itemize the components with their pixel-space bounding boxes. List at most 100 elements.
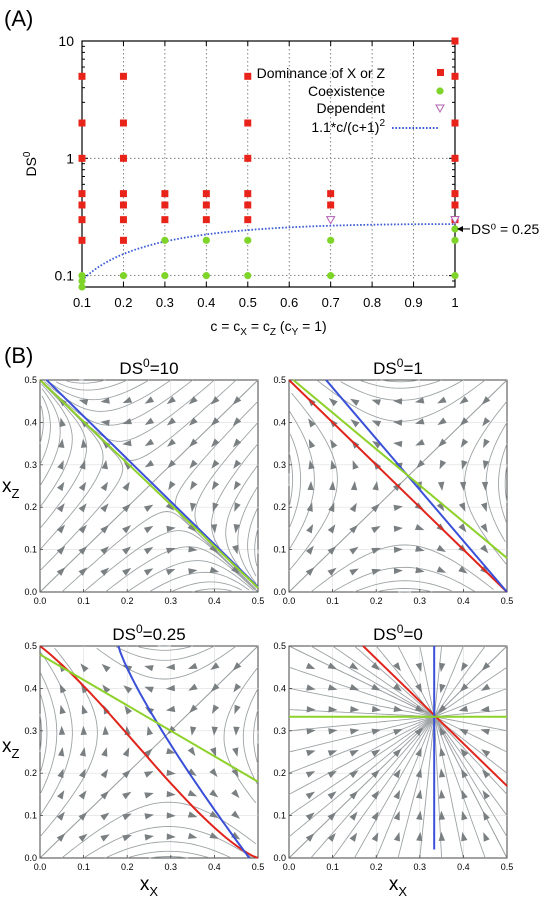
flow-arrow xyxy=(482,790,491,800)
flow-arrow xyxy=(210,662,220,671)
stream-line xyxy=(48,379,150,401)
flow-arrow xyxy=(59,704,66,715)
y-tick-label: 0.2 xyxy=(273,768,286,778)
flow-arrow xyxy=(415,662,422,673)
flow-arrow xyxy=(327,832,336,842)
flow-arrow xyxy=(165,684,176,692)
panel-title: DS0=10 xyxy=(119,356,178,378)
flow-arrow xyxy=(57,747,65,757)
stream-line xyxy=(310,544,494,593)
y-tick-label: 0.0 xyxy=(273,853,286,863)
scatter-chart-ds-vs-c: 0.1 0.2 0.3 0.4 0.5 0.6 0.7 0.8 0.9 1 0.1 1 10 c = cX… xyxy=(22,33,539,338)
x-tick-label: 0.5 xyxy=(239,295,257,310)
stream-line xyxy=(253,709,259,765)
flow-arrow xyxy=(371,662,380,671)
legend-fit-label: 1.1*c/(c+1)2 xyxy=(311,118,385,135)
x-axis-label-part: c = c xyxy=(210,318,240,334)
stream-line xyxy=(332,566,475,593)
y-tick-label: 0.5 xyxy=(273,375,286,385)
stream-line xyxy=(375,645,437,720)
red-nullcline xyxy=(288,379,508,593)
stream-panel: 0.00.0 0.1 0.1 0.2 0.2 0.3 0.3 0.4 0.4 0.5 0.5 DS0=… xyxy=(273,622,513,872)
panel-title-part: DS xyxy=(373,359,397,378)
flow-arrow xyxy=(414,418,425,425)
flow-arrow xyxy=(100,481,108,492)
flow-arrow xyxy=(349,662,359,670)
y-tick-label: 0.0 xyxy=(273,587,286,597)
flow-arrow xyxy=(480,728,490,735)
flow-arrow xyxy=(122,791,132,800)
stream-line xyxy=(288,433,302,529)
y-tick-label: 0.1 xyxy=(273,811,286,821)
flow-arrow xyxy=(209,768,218,778)
flow-arrow xyxy=(415,789,423,799)
y-axis-label-part: 0 xyxy=(22,151,33,157)
coexistence-point xyxy=(451,236,459,244)
flow-arrow xyxy=(328,728,338,735)
coexistence-point xyxy=(244,272,252,280)
flow-arrow xyxy=(211,459,220,469)
flow-arrow xyxy=(101,747,108,757)
dominance-point xyxy=(451,154,459,162)
dominance-point xyxy=(119,190,127,198)
flow-arrow xyxy=(212,704,220,714)
panel-title-part: 0 xyxy=(397,356,404,370)
annotation-arrowhead xyxy=(457,225,463,232)
panel-title: DS0=1 xyxy=(373,356,423,378)
flow-arrow xyxy=(80,663,89,673)
x-axis-label-part: Z xyxy=(270,327,276,338)
panel-a-label: (A) xyxy=(4,6,33,31)
stream-line xyxy=(83,826,253,859)
flow-arrow xyxy=(349,811,358,821)
flow-arrow xyxy=(328,502,335,513)
flow-arrow xyxy=(349,832,358,842)
flow-arrow xyxy=(371,728,382,735)
flow-arrow xyxy=(458,523,467,533)
flow-arrow xyxy=(81,704,88,715)
dominance-point xyxy=(78,154,86,162)
x-tick-label: 0.2 xyxy=(121,862,134,872)
dominance-point xyxy=(161,190,169,198)
flow-arrow xyxy=(329,481,336,491)
flow-arrow xyxy=(101,663,111,673)
flow-arrow xyxy=(350,706,360,713)
flow-arrow xyxy=(481,662,491,671)
dominance-point xyxy=(451,72,459,80)
flow-arrow xyxy=(122,769,131,779)
stream-line xyxy=(39,395,51,465)
x-tick-label: 0.3 xyxy=(165,862,178,872)
y-tick-label: 0.0 xyxy=(24,587,37,597)
y-tick-label: 0.5 xyxy=(273,641,286,651)
flow-arrow xyxy=(392,748,402,758)
flow-arrow xyxy=(393,728,403,736)
x-axis-label-part: X xyxy=(240,327,247,338)
x-tick-label: 0.2 xyxy=(370,862,383,872)
legend-dependent-marker xyxy=(435,104,445,114)
flow-arrow xyxy=(306,706,316,713)
flow-arrow xyxy=(188,568,198,575)
flow-arrow xyxy=(305,567,315,576)
stream-line xyxy=(376,588,433,593)
flow-arrow xyxy=(187,523,197,532)
x-tick-label: 0.0 xyxy=(34,862,47,872)
coexistence-point xyxy=(327,272,335,280)
flow-arrow xyxy=(459,417,469,426)
dominance-point xyxy=(451,201,459,209)
x-tick-label: 0.5 xyxy=(252,596,265,606)
flow-arrow xyxy=(233,459,242,469)
x-tick-label: 0.7 xyxy=(322,295,340,310)
flow-arrow xyxy=(78,399,89,406)
legend-coexistence-label: Coexistence xyxy=(308,83,385,99)
panel-title-part: 0 xyxy=(397,622,404,636)
flow-arrow xyxy=(122,503,131,513)
flow-arrow xyxy=(438,768,446,778)
flow-arrow xyxy=(393,810,400,821)
y-tick-label: 0.1 xyxy=(24,545,37,555)
stream-line xyxy=(39,713,42,753)
flow-arrow xyxy=(144,771,154,778)
flow-arrow xyxy=(330,439,338,449)
flow-arrow xyxy=(210,747,217,757)
flow-arrow xyxy=(78,833,88,842)
flow-arrow xyxy=(143,748,153,758)
flow-arrow xyxy=(56,545,66,555)
